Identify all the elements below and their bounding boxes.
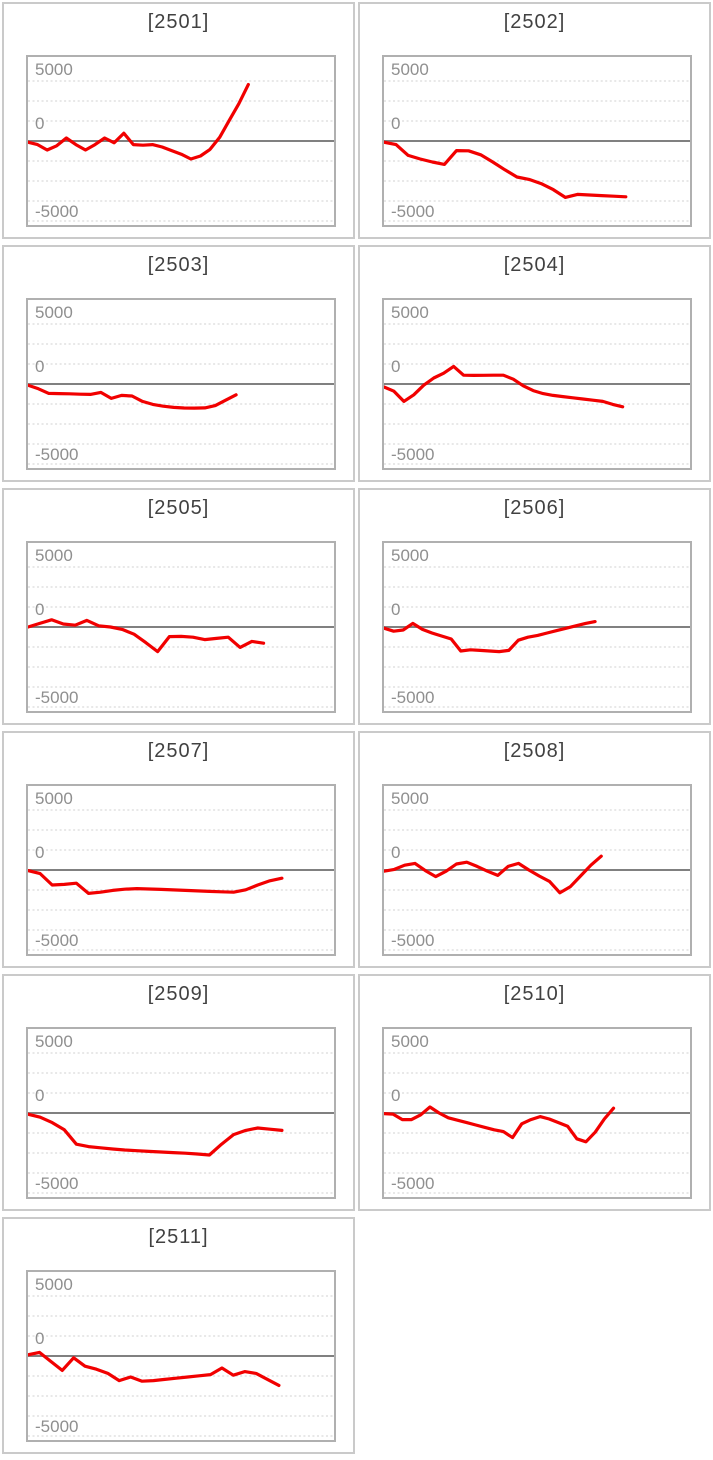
chart-title: [2501] (147, 11, 210, 33)
series-line (28, 1350, 281, 1388)
y-tick-label-0: 0 (35, 357, 45, 376)
chart-plot-area: 5000 0 -5000 (26, 784, 336, 956)
chart-canvas (384, 323, 690, 465)
chart-canvas (28, 323, 334, 465)
chart-title: [2502] (503, 11, 566, 33)
chart-plot-area: 5000 0 -5000 (26, 541, 336, 713)
chart-title: [2506] (503, 497, 566, 519)
y-tick-label-0: 0 (391, 843, 401, 862)
chart-plot-area: 5000 0 -5000 (382, 1027, 692, 1199)
chart-plot-area: 5000 0 -5000 (382, 298, 692, 470)
chart-canvas (384, 809, 690, 951)
chart-panel-2504: [2504] 5000 0 -5000 (358, 245, 711, 482)
y-tick-label-0: 0 (35, 1329, 45, 1348)
chart-canvas (384, 566, 690, 708)
chart-canvas (28, 809, 334, 951)
chart-title: [2511] (148, 1226, 209, 1248)
chart-panel-2505: [2505] 5000 0 -5000 (2, 488, 355, 725)
y-tick-label-neg5000: -5000 (35, 931, 79, 950)
chart-panel-2510: [2510] 5000 0 -5000 (358, 974, 711, 1211)
chart-plot-area: 5000 0 -5000 (26, 55, 336, 227)
chart-title: [2505] (147, 497, 210, 519)
series-line (384, 1105, 616, 1144)
y-tick-label-neg5000: -5000 (35, 445, 79, 464)
chart-panel-2507: [2507] 5000 0 -5000 (2, 731, 355, 968)
chart-plot-area: 5000 0 -5000 (382, 784, 692, 956)
series-line (28, 868, 284, 896)
chart-title: [2504] (503, 254, 566, 276)
y-tick-label-neg5000: -5000 (35, 202, 79, 221)
series-line (384, 854, 603, 895)
y-tick-label-neg5000: -5000 (35, 1417, 79, 1436)
chart-panel-2511: [2511] 5000 0 -5000 (2, 1217, 355, 1454)
series-line (28, 618, 266, 654)
series-line (28, 383, 238, 410)
chart-plot-area: 5000 0 -5000 (26, 1270, 336, 1442)
series-line (384, 364, 625, 409)
chart-title: [2507] (147, 740, 210, 762)
chart-canvas (384, 1052, 690, 1194)
chart-canvas (28, 1052, 334, 1194)
chart-plot-area: 5000 0 -5000 (382, 55, 692, 227)
chart-canvas (28, 80, 334, 222)
y-tick-label-5000: 5000 (391, 789, 429, 808)
chart-canvas (384, 80, 690, 222)
chart-panel-2501: [2501] 5000 0 -5000 (2, 2, 355, 239)
chart-title: [2508] (503, 740, 566, 762)
y-tick-label-neg5000: -5000 (391, 688, 435, 707)
y-tick-label-5000: 5000 (35, 1032, 73, 1051)
y-tick-label-5000: 5000 (391, 1032, 429, 1051)
y-tick-label-5000: 5000 (35, 1275, 73, 1294)
y-tick-label-0: 0 (391, 600, 401, 619)
chart-title: [2509] (147, 983, 210, 1005)
y-tick-label-5000: 5000 (35, 60, 73, 79)
y-tick-label-0: 0 (35, 114, 45, 133)
y-tick-label-0: 0 (391, 357, 401, 376)
series-line (28, 1112, 284, 1157)
series-line (28, 83, 250, 161)
y-tick-label-neg5000: -5000 (391, 931, 435, 950)
y-tick-label-5000: 5000 (35, 546, 73, 565)
y-tick-label-5000: 5000 (35, 789, 73, 808)
y-tick-label-0: 0 (35, 843, 45, 862)
chart-panel-2509: [2509] 5000 0 -5000 (2, 974, 355, 1211)
y-tick-label-5000: 5000 (391, 303, 429, 322)
y-tick-label-0: 0 (35, 1086, 45, 1105)
y-tick-label-0: 0 (391, 114, 401, 133)
chart-panel-2503: [2503] 5000 0 -5000 (2, 245, 355, 482)
y-tick-label-0: 0 (391, 1086, 401, 1105)
chart-panel-2506: [2506] 5000 0 -5000 (358, 488, 711, 725)
y-tick-label-5000: 5000 (391, 546, 429, 565)
y-tick-label-neg5000: -5000 (35, 688, 79, 707)
y-tick-label-0: 0 (35, 600, 45, 619)
y-tick-label-5000: 5000 (35, 303, 73, 322)
chart-plot-area: 5000 0 -5000 (26, 1027, 336, 1199)
chart-panel-2508: [2508] 5000 0 -5000 (358, 731, 711, 968)
y-tick-label-neg5000: -5000 (391, 202, 435, 221)
y-tick-label-neg5000: -5000 (391, 1174, 435, 1193)
y-tick-label-5000: 5000 (391, 60, 429, 79)
chart-title: [2503] (147, 254, 210, 276)
chart-plot-area: 5000 0 -5000 (26, 298, 336, 470)
chart-title: [2510] (503, 983, 566, 1005)
series-line (384, 140, 628, 199)
y-tick-label-neg5000: -5000 (391, 445, 435, 464)
chart-canvas (28, 1295, 334, 1437)
chart-panel-2502: [2502] 5000 0 -5000 (358, 2, 711, 239)
chart-canvas (28, 566, 334, 708)
y-tick-label-neg5000: -5000 (35, 1174, 79, 1193)
series-line (384, 619, 597, 654)
chart-plot-area: 5000 0 -5000 (382, 541, 692, 713)
